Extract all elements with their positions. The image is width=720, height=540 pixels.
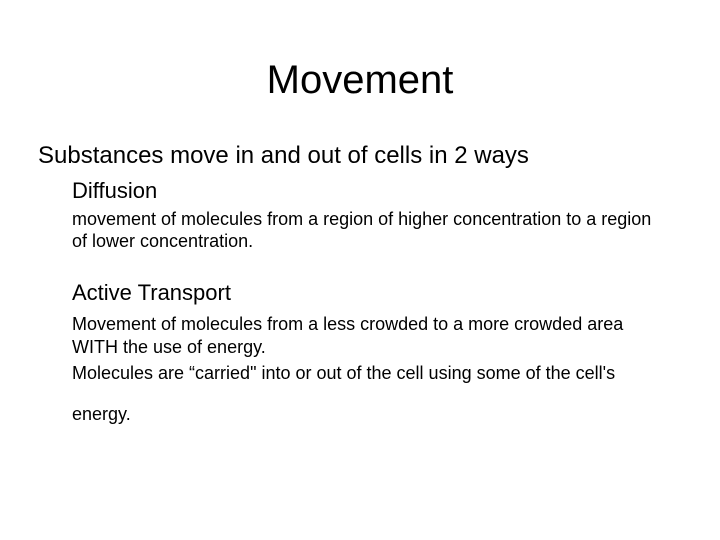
section-body-diffusion: movement of molecules from a region of h…: [72, 208, 660, 253]
section-body-active-transport-1: Movement of molecules from a less crowde…: [72, 313, 660, 358]
section-heading-diffusion: Diffusion: [72, 177, 720, 206]
slide-title: Movement: [0, 58, 720, 103]
spacer: [0, 257, 720, 279]
section-body-active-transport-2: Molecules are “carried" into or out of t…: [72, 362, 660, 385]
intro-line: Substances move in and out of cells in 2…: [38, 141, 682, 171]
section-heading-active-transport: Active Transport: [72, 279, 720, 308]
slide: Movement Substances move in and out of c…: [0, 58, 720, 540]
section-body-active-transport-3: energy.: [72, 403, 660, 426]
